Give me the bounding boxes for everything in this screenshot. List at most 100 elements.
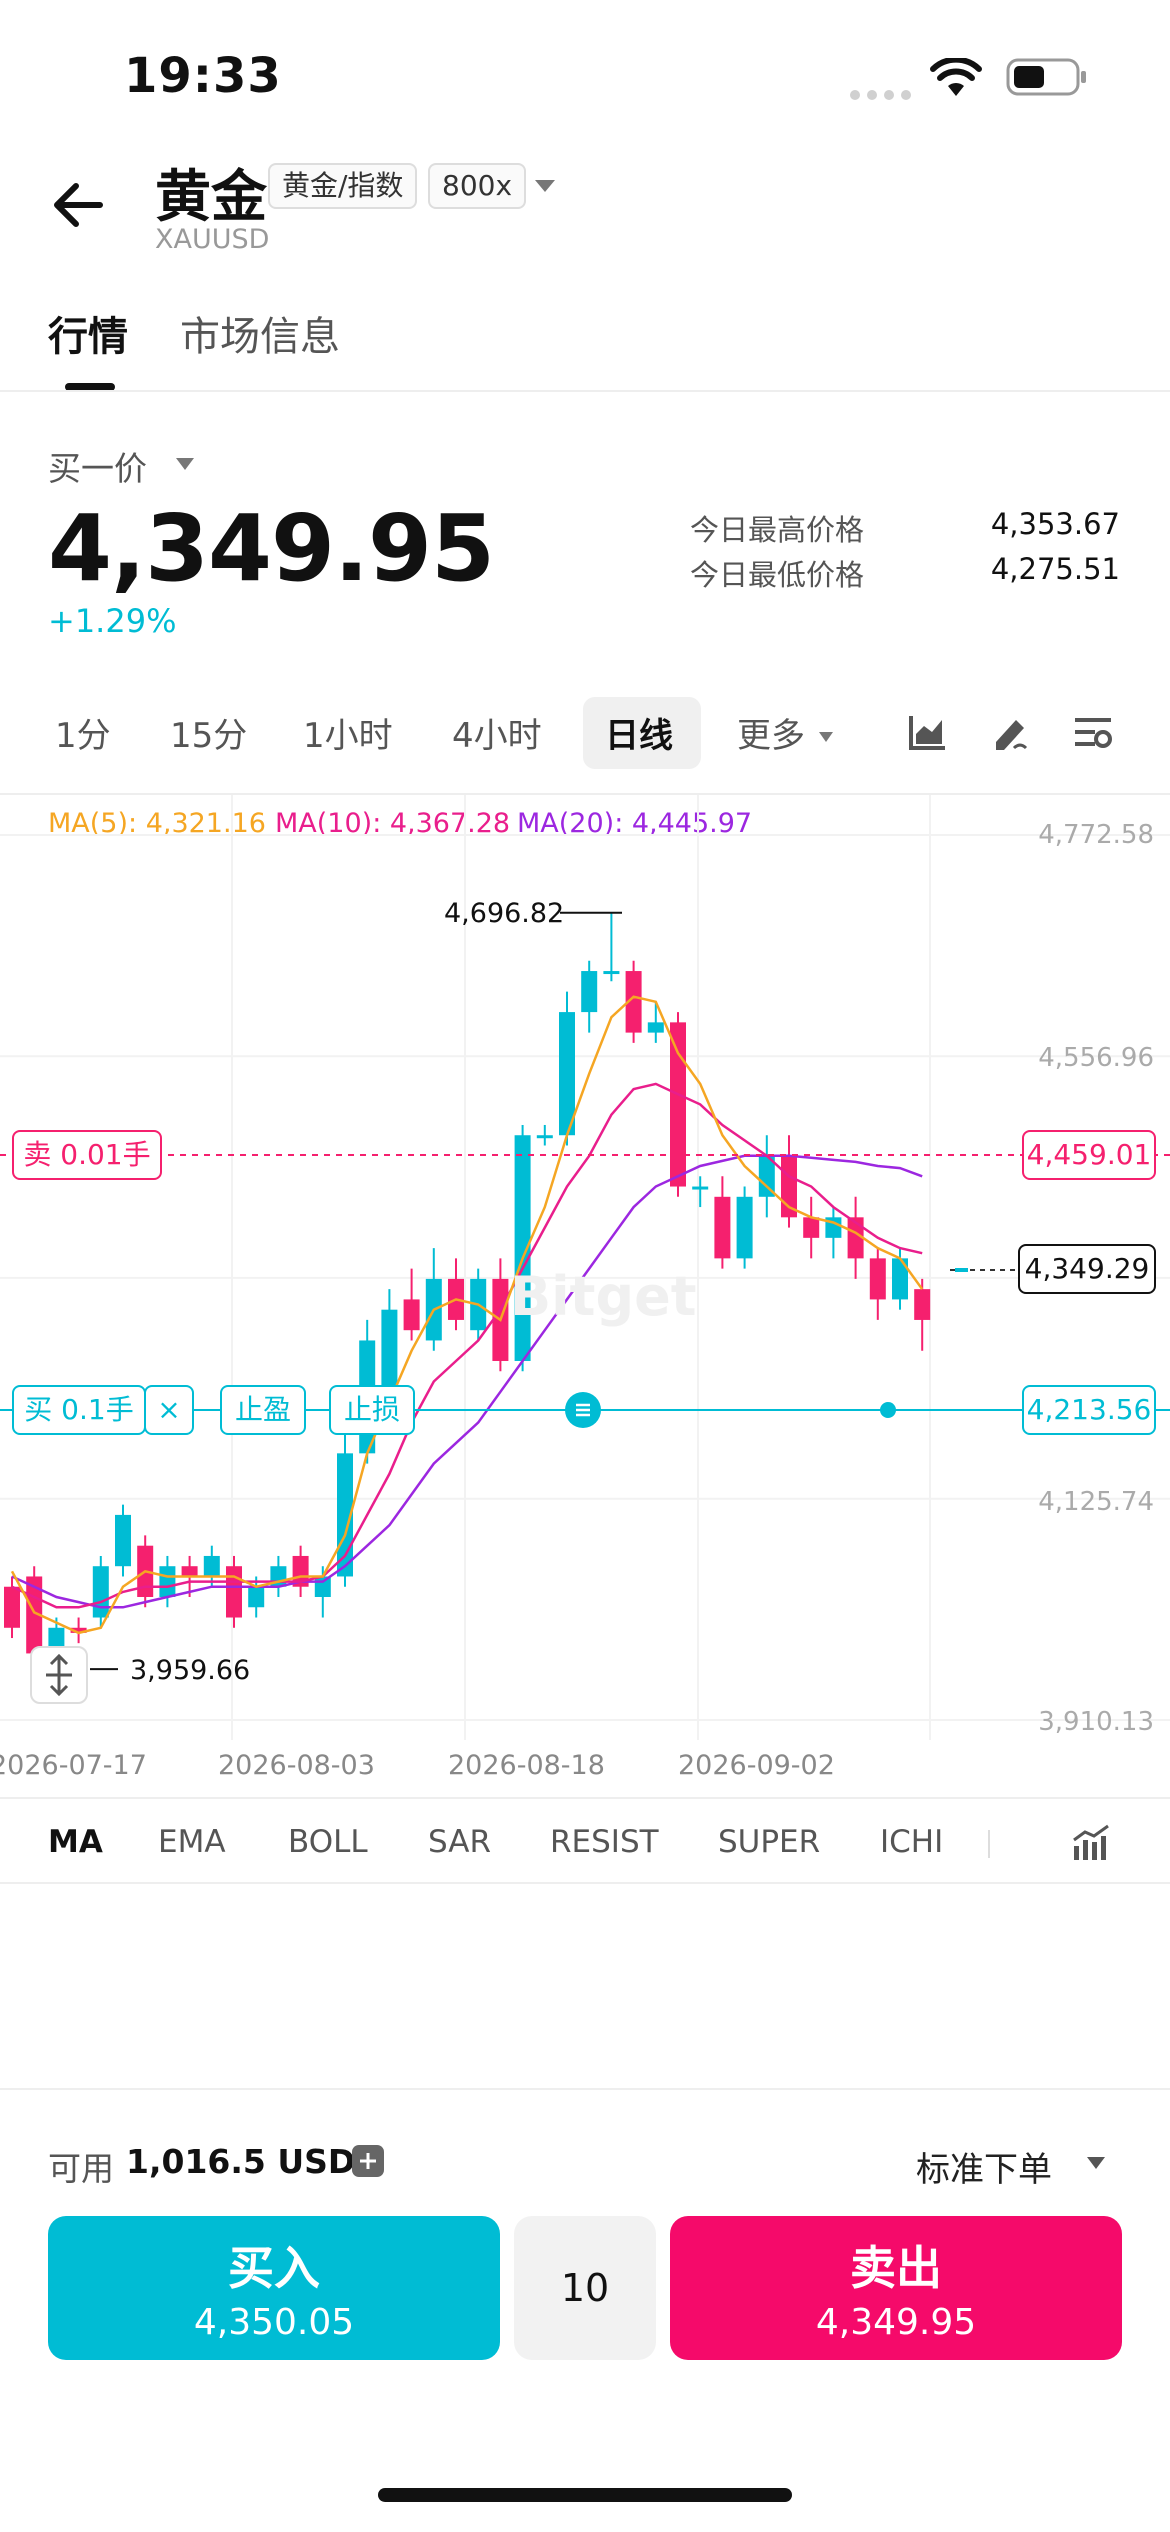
- candle-body: [758, 1155, 775, 1197]
- y-tick: 4,556.96: [1038, 1043, 1154, 1073]
- buy-order-tag[interactable]: 买 0.1手: [12, 1385, 146, 1435]
- order-mode-dropdown-icon[interactable]: [1086, 2155, 1106, 2174]
- min-price-label: 3,959.66: [130, 1655, 251, 1686]
- current-price-tag: 4,349.29: [1018, 1244, 1156, 1294]
- timeframe-active-bg: [583, 697, 701, 769]
- divider: [0, 793, 1170, 795]
- indicator-ichi[interactable]: ICHI: [880, 1824, 944, 1860]
- candle-body: [714, 1196, 731, 1259]
- zoom-handle-icon[interactable]: [30, 1646, 88, 1704]
- timeframe-daily[interactable]: 日线: [605, 716, 673, 756]
- candle-body: [337, 1453, 353, 1577]
- take-profit-button[interactable]: 止盈: [220, 1385, 306, 1435]
- sell-order-price: 4,459.01: [1022, 1130, 1156, 1180]
- sell-order-tag[interactable]: 卖 0.01手: [12, 1130, 162, 1180]
- candle-body: [892, 1258, 908, 1300]
- x-tick: 2026-08-03: [218, 1750, 375, 1781]
- signal-icon: [850, 86, 916, 100]
- tab-info[interactable]: 市场信息: [180, 314, 340, 360]
- drag-handle-icon[interactable]: [565, 1392, 601, 1428]
- candle-body: [248, 1586, 265, 1608]
- stop-loss-button[interactable]: 止损: [329, 1385, 415, 1435]
- candle-body: [536, 1135, 553, 1139]
- x-tick: 2026-09-02: [678, 1750, 835, 1781]
- candle-body: [514, 1135, 531, 1361]
- high-label: 今日最高价格: [690, 513, 865, 547]
- add-funds-icon[interactable]: [352, 2145, 384, 2177]
- indicator-super[interactable]: SUPER: [718, 1824, 821, 1860]
- ma5-line: [10, 995, 924, 1635]
- candle-body: [314, 1576, 331, 1597]
- timeframe-15m[interactable]: 15分: [170, 716, 248, 756]
- divider: [0, 2088, 1170, 2090]
- indicator-boll[interactable]: BOLL: [288, 1824, 368, 1860]
- current-price: 4,349.95: [48, 495, 495, 602]
- timeframe-1h[interactable]: 1小时: [303, 716, 393, 756]
- candle-body: [115, 1514, 131, 1567]
- leverage-input[interactable]: 10: [514, 2216, 656, 2360]
- tag-type: 黄金/指数: [268, 163, 418, 209]
- watermark: Bitget: [510, 1265, 697, 1328]
- chart-type-icon[interactable]: [908, 712, 948, 756]
- tag-leverage: 800x: [428, 163, 527, 209]
- candle-body: [581, 971, 598, 1013]
- candle-body: [847, 1217, 864, 1259]
- candle-body: [803, 1217, 820, 1238]
- high-value: 4,353.67: [990, 507, 1120, 541]
- candle-body: [403, 1299, 420, 1331]
- y-tick: 4,125.74: [1038, 1487, 1154, 1517]
- ma5-legend: MA(5): 4,321.16: [48, 808, 266, 839]
- buy-button-label: 买入: [228, 2241, 320, 2295]
- available-value: 1,016.5 USDT: [126, 2142, 378, 2181]
- candle-body: [226, 1566, 242, 1618]
- price-type-dropdown-icon[interactable]: [175, 456, 195, 475]
- back-arrow-icon[interactable]: [50, 180, 106, 234]
- buy-button-price: 4,350.05: [193, 2302, 355, 2343]
- candle-body: [292, 1555, 309, 1587]
- indicator-sar[interactable]: SAR: [428, 1824, 491, 1860]
- candle-body: [203, 1555, 220, 1577]
- candle-body: [381, 1309, 398, 1403]
- price-type-label[interactable]: 买一价: [48, 449, 147, 488]
- sell-button-price: 4,349.95: [815, 2302, 977, 2343]
- available-label: 可用: [48, 2149, 114, 2188]
- x-tick: 2026-07-17: [0, 1750, 147, 1781]
- indicator-resist[interactable]: RESIST: [550, 1824, 659, 1860]
- ma10-line: [11, 1082, 923, 1609]
- candle-body: [181, 1566, 198, 1577]
- ma10-legend: MA(10): 4,367.28: [275, 808, 511, 839]
- dropdown-icon[interactable]: [534, 178, 556, 198]
- buy-order-price: 4,213.56: [1022, 1385, 1156, 1435]
- buy-button[interactable]: 买入 4,350.05: [48, 2216, 500, 2360]
- candle-body: [736, 1196, 753, 1259]
- cancel-order-button[interactable]: ×: [144, 1385, 194, 1435]
- page-title: 黄金: [155, 165, 267, 230]
- candle-body: [159, 1566, 176, 1597]
- candle-body: [625, 971, 642, 1033]
- price-chart[interactable]: [0, 795, 1170, 1740]
- tab-underline: [65, 383, 115, 391]
- more-dropdown-icon[interactable]: [818, 728, 834, 747]
- indicator-ma[interactable]: MA: [48, 1824, 103, 1860]
- low-label: 今日最低价格: [690, 558, 865, 592]
- tab-market[interactable]: 行情: [48, 314, 128, 360]
- timeframe-more[interactable]: 更多: [737, 716, 805, 756]
- symbol-code: XAUUSD: [155, 224, 270, 255]
- timeframe-1m[interactable]: 1分: [55, 716, 111, 756]
- timeframe-4h[interactable]: 4小时: [452, 716, 542, 756]
- sell-button[interactable]: 卖出 4,349.95: [670, 2216, 1122, 2360]
- indicator-ema[interactable]: EMA: [158, 1824, 226, 1860]
- candle-body: [70, 1627, 87, 1633]
- order-line-dot: [880, 1402, 896, 1418]
- indicator-settings-icon[interactable]: [1070, 1822, 1112, 1868]
- order-mode-select[interactable]: 标准下单: [916, 2150, 1052, 2190]
- draw-tool-icon[interactable]: [990, 712, 1032, 758]
- y-tick: 3,910.13: [1038, 1707, 1154, 1737]
- candle-body: [559, 1012, 575, 1136]
- divider: [0, 1882, 1170, 1884]
- candle-body: [670, 1022, 686, 1187]
- battery-icon: [1006, 57, 1088, 101]
- divider: [988, 1830, 990, 1858]
- chart-settings-icon[interactable]: [1072, 712, 1114, 758]
- candle-body: [647, 1022, 664, 1033]
